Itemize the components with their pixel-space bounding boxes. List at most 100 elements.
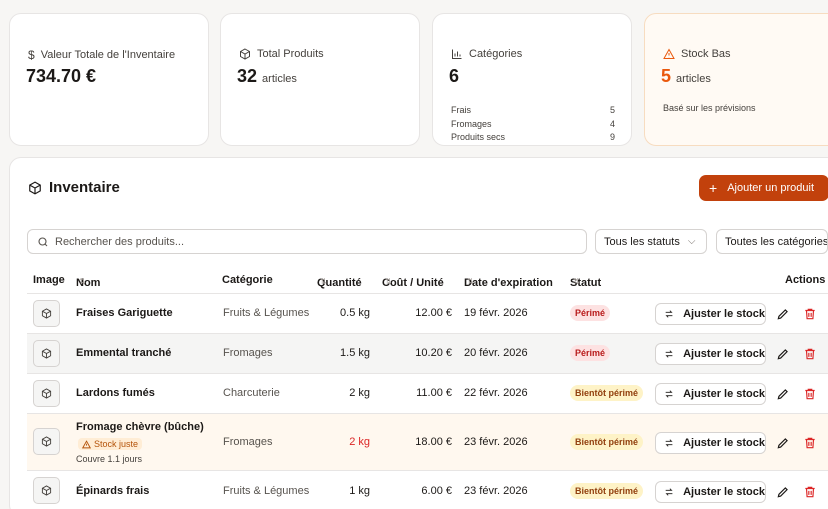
inventory-panel: Inventaire + Ajouter un produit Tous les…	[9, 157, 828, 509]
chevron-down-icon: ⌵	[687, 236, 696, 247]
box-icon	[41, 308, 52, 319]
product-quantity: 2 kg	[349, 436, 370, 448]
product-image	[33, 340, 60, 367]
warning-icon	[663, 48, 675, 59]
card-total-products: Total Produits 32 articles	[220, 13, 420, 146]
edit-icon[interactable]	[776, 436, 790, 450]
search-box[interactable]	[27, 229, 587, 254]
trash-icon[interactable]	[803, 485, 817, 499]
product-category: Charcuterie	[223, 387, 280, 399]
category-breakdown: Frais 5 Fromages 4 Produits secs 9	[451, 105, 615, 146]
card-low-stock: Stock Bas 5 articles Basé sur les prévis…	[644, 13, 828, 146]
card-total-value: $ Valeur Totale de l'Inventaire 734.70 €	[9, 13, 209, 146]
warning-icon	[82, 439, 91, 448]
swap-icon	[665, 390, 673, 398]
card-label: Catégories	[469, 48, 523, 60]
category-filter[interactable]: Toutes les catégories	[716, 229, 828, 254]
box-icon	[29, 180, 41, 195]
product-expiration: 23 févr. 2026	[464, 485, 528, 497]
swap-icon	[665, 439, 673, 447]
trash-icon[interactable]	[803, 387, 817, 401]
category-row: Frais 5	[451, 105, 615, 115]
unit-label: articles	[262, 73, 297, 85]
table-row: Fromage chèvre (bûche) Stock juste Couvr…	[27, 413, 828, 470]
adjust-stock-button[interactable]: Ajuster le stock	[655, 481, 766, 503]
sort-icon: ⇅	[320, 277, 327, 286]
product-category: Fruits & Légumes	[223, 307, 310, 319]
swap-icon	[665, 488, 673, 496]
plus-icon: +	[709, 180, 718, 196]
adjust-stock-button[interactable]: Ajuster le stock	[655, 383, 766, 405]
edit-icon[interactable]	[776, 485, 790, 499]
swap-icon	[665, 350, 673, 358]
col-category: Catégorie	[222, 274, 273, 286]
status-badge: Périmé	[570, 305, 611, 321]
total-value: 734.70 €	[26, 66, 97, 86]
col-actions: Actions	[785, 274, 826, 286]
product-expiration: 20 févr. 2026	[464, 347, 528, 359]
edit-icon[interactable]	[776, 307, 790, 321]
product-image	[33, 428, 60, 455]
search-input[interactable]	[55, 235, 555, 248]
product-category: Fruits & Légumes	[223, 485, 310, 497]
product-expiration: 23 févr. 2026	[464, 436, 528, 448]
status-filter[interactable]: Tous les statuts ⌵	[595, 229, 707, 254]
trash-icon[interactable]	[803, 307, 817, 321]
product-name: Épinards frais	[76, 485, 150, 497]
status-badge: Bientôt périmé	[570, 483, 644, 499]
adjust-stock-button[interactable]: Ajuster le stock	[655, 303, 766, 325]
product-image	[33, 380, 60, 407]
unit-label: articles	[676, 73, 711, 85]
status-badge: Périmé	[570, 345, 611, 361]
table-row: Fraises Gariguette Fruits & Légumes 0.5 …	[27, 293, 828, 333]
table-row: Lardons fumés Charcuterie 2 kg 11.00 € 2…	[27, 373, 828, 413]
box-icon	[41, 388, 52, 399]
card-label: Total Produits	[257, 48, 324, 60]
product-image	[33, 300, 60, 327]
product-category: Fromages	[223, 347, 273, 359]
col-image: Image	[33, 274, 65, 286]
product-cost: 18.00 €	[415, 436, 452, 448]
product-quantity: 0.5 kg	[340, 307, 370, 319]
swap-icon	[665, 310, 673, 318]
product-expiration: 19 févr. 2026	[464, 307, 528, 319]
box-icon	[41, 348, 52, 359]
add-product-button[interactable]: + Ajouter un produit	[699, 175, 828, 201]
low-stock-note: Basé sur les prévisions	[663, 103, 756, 113]
trash-icon[interactable]	[803, 347, 817, 361]
sort-icon: ⇅	[467, 277, 474, 286]
table-row: Épinards frais Fruits & Légumes 1 kg 6.0…	[27, 470, 828, 509]
low-stock-count: 5	[661, 66, 672, 86]
search-icon	[38, 236, 48, 246]
product-quantity: 1 kg	[349, 485, 370, 497]
product-image	[33, 477, 60, 504]
trash-icon[interactable]	[803, 436, 817, 450]
categories-count: 6	[449, 66, 460, 86]
product-cost: 11.00 €	[416, 387, 452, 399]
low-stock-flag: Stock juste	[78, 438, 143, 450]
table-row: Emmental tranché Fromages 1.5 kg 10.20 €…	[27, 333, 828, 373]
sort-icon: ⇅	[79, 277, 86, 286]
product-quantity: 1.5 kg	[340, 347, 370, 359]
sort-icon: ⇅	[385, 277, 392, 286]
product-category: Fromages	[223, 436, 273, 448]
card-categories: Catégories 6 Frais 5 Fromages 4 Produits s…	[432, 13, 632, 146]
product-cost: 10.20 €	[415, 347, 452, 359]
category-row: Produits secs 9	[451, 132, 615, 142]
page-title: Inventaire	[49, 179, 120, 196]
adjust-stock-button[interactable]: Ajuster le stock	[655, 432, 766, 454]
product-name: Fraises Gariguette	[76, 307, 173, 319]
edit-icon[interactable]	[776, 347, 790, 361]
product-expiration: 22 févr. 2026	[464, 387, 528, 399]
card-label: Stock Bas	[681, 48, 731, 60]
sort-icon: ⇅	[573, 277, 580, 286]
product-quantity: 2 kg	[349, 387, 370, 399]
edit-icon[interactable]	[776, 387, 790, 401]
box-icon	[41, 436, 52, 447]
card-label: Valeur Totale de l'Inventaire	[40, 49, 176, 61]
adjust-stock-button[interactable]: Ajuster le stock	[655, 343, 766, 365]
bar-chart-icon	[452, 49, 462, 59]
total-products-count: 32	[237, 66, 258, 86]
box-icon	[240, 48, 250, 60]
product-cost: 12.00 €	[415, 307, 452, 319]
